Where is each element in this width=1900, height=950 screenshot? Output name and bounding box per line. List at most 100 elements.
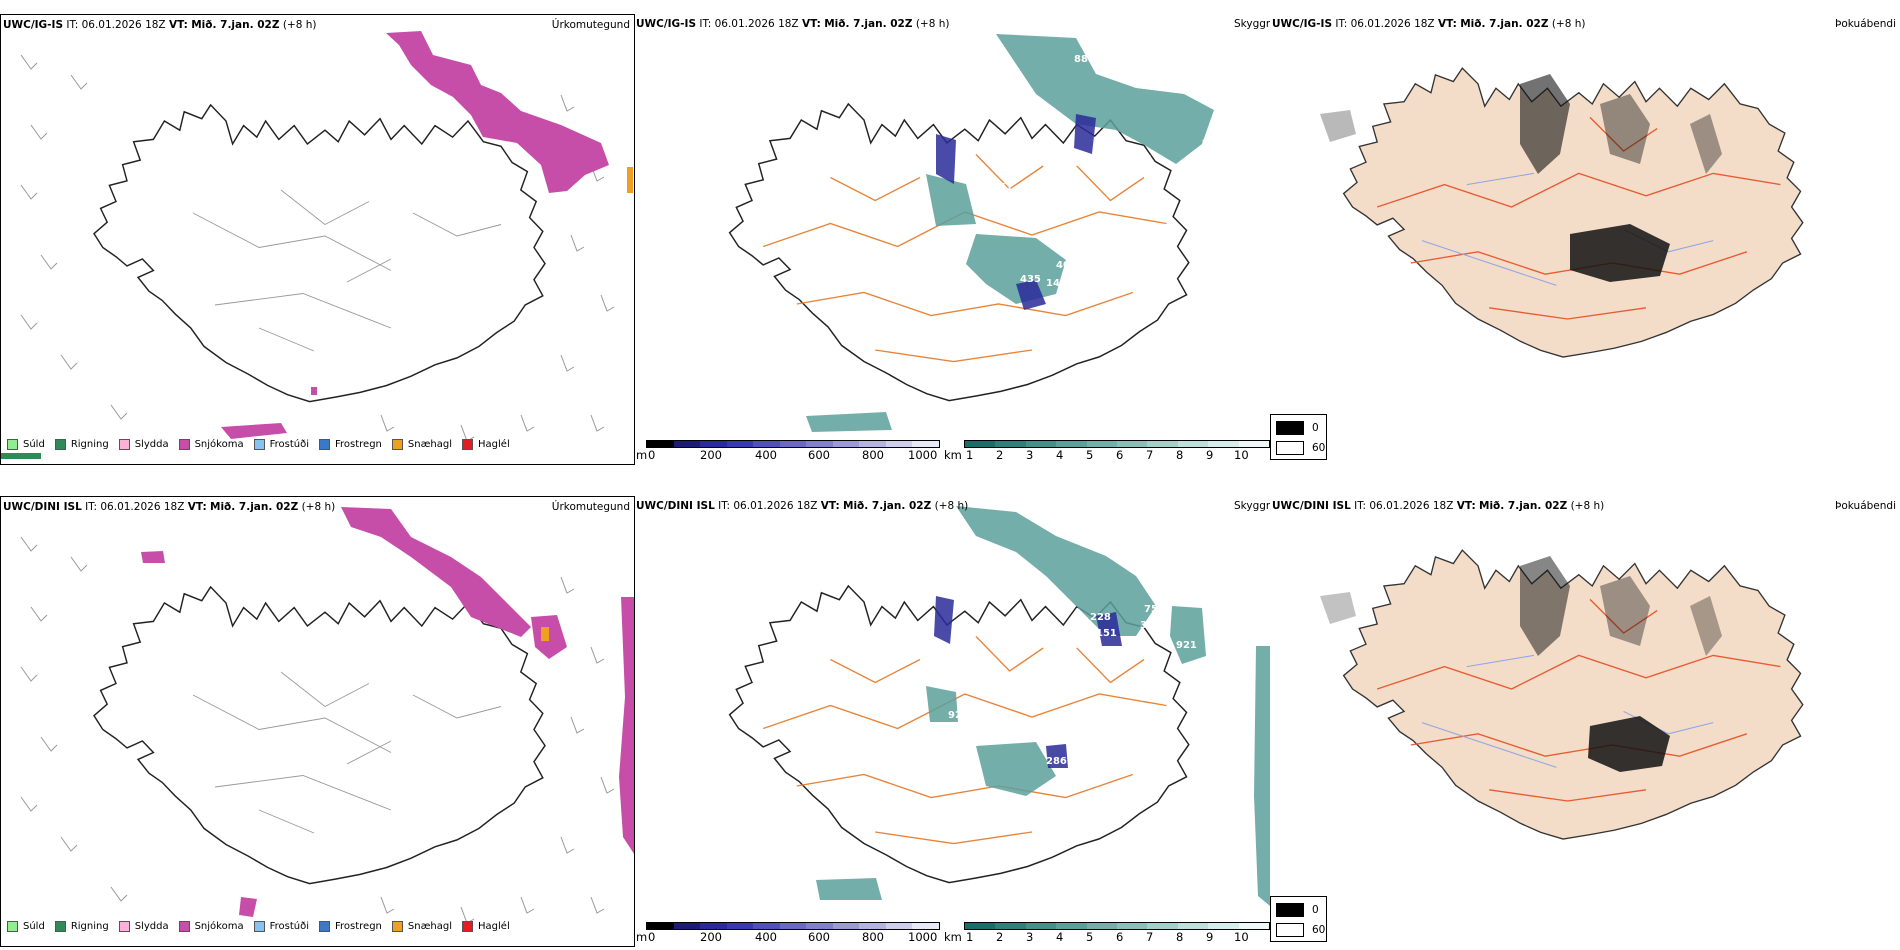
legend-item: Snjókoma — [178, 921, 244, 932]
colorbar-cell — [1056, 923, 1087, 929]
colorbar-cell — [1086, 441, 1118, 447]
legend-swatch — [178, 439, 190, 450]
iceland-outline — [93, 586, 546, 885]
colorbar-cell — [965, 923, 996, 929]
visibility-tick: 8 — [1176, 448, 1184, 462]
cloud-map-row1: 886 987 44 161 156 400 292 435 141 181 1… — [728, 34, 1223, 432]
iceland-outline — [728, 585, 1190, 884]
vis-label: 292 — [1118, 264, 1139, 275]
vis-label: 921 — [1176, 640, 1197, 651]
cloud-base-colorbar-row2: m 0 200 400 600 800 1000 — [636, 920, 956, 946]
colorbar-cell — [995, 923, 1026, 929]
visibility-strip — [964, 440, 1270, 448]
vis-label: 854 — [1152, 592, 1173, 603]
visibility-tick: 2 — [996, 930, 1004, 944]
vis-label: 29 — [1068, 740, 1082, 751]
visibility-tick: 2 — [996, 448, 1004, 462]
cloud-base-colorbar-row1: m 0 200 400 600 800 1000 — [636, 438, 956, 464]
panel-header-row2-b: UWC/DINI ISL IT: 06.01.2026 18Z VT: Mið.… — [636, 500, 969, 512]
visibility-tick: 9 — [1206, 448, 1214, 462]
vis-label: 886 — [1074, 54, 1095, 65]
visibility-tick: 5 — [1086, 448, 1094, 462]
visibility-tick: 9 — [1206, 930, 1214, 944]
legend-swatch — [54, 921, 66, 932]
vis-label: 286 — [1046, 756, 1067, 767]
colorbar-cell — [647, 441, 674, 447]
visibility-tick: 3 — [1026, 448, 1034, 462]
legend-item: Snjókoma — [178, 439, 244, 450]
cloud-panel-row2: 854 758 228 151 365 921 92 176 29 286 28… — [636, 496, 1270, 947]
legend-item: Súld — [7, 439, 45, 450]
legend-swatch — [7, 439, 18, 450]
fog-swatch — [1276, 421, 1304, 435]
visibility-areas — [806, 34, 1214, 432]
legend-swatch — [462, 921, 474, 932]
colorbar-cell — [726, 441, 754, 447]
colorbar-cell — [912, 923, 940, 929]
fog-legend-row2: 0 60 — [1270, 896, 1327, 942]
colorbar-cell — [859, 923, 886, 929]
colorbar-cell — [806, 923, 833, 929]
visibility-colorbar-row2: km 1 2 3 4 5 6 7 8 9 10 — [944, 920, 1270, 946]
visibility-unit: km — [944, 930, 962, 944]
cloud-base-tick: 800 — [862, 448, 884, 462]
vis-label: 44 — [1138, 154, 1152, 165]
visibility-strip — [964, 922, 1270, 930]
snow-areas — [141, 507, 634, 917]
cloud-base-areas — [936, 114, 1096, 310]
legend-swatch — [7, 921, 18, 932]
colorbar-cell — [753, 441, 780, 447]
fog-legend-item: 60 — [1276, 923, 1325, 937]
colorbar-cell — [965, 441, 996, 447]
fog-title-row2: Þokuábendi — [1835, 500, 1896, 512]
visibility-unit: km — [944, 448, 962, 462]
vis-label: 987 — [1202, 138, 1223, 149]
legend-item: Frostregn — [319, 439, 382, 450]
cloud-base-strip — [646, 440, 940, 448]
clouds-title-row2: Skyggni — [1234, 500, 1270, 512]
fog-swatch — [1276, 903, 1304, 917]
colorbar-cell — [1147, 441, 1178, 447]
visibility-tick: 8 — [1176, 930, 1184, 944]
cloud-base-unit: m — [636, 930, 648, 944]
legend-swatch — [118, 921, 130, 932]
legend-item: Snæhagl — [391, 921, 452, 932]
colorbar-cell — [779, 441, 807, 447]
colorbar-cell — [673, 441, 701, 447]
colorbar-cell — [1086, 923, 1118, 929]
colorbar-cell — [885, 441, 913, 447]
legend-swatch — [54, 439, 66, 450]
fog-map-row1 — [1320, 67, 1804, 358]
colorbar-cell — [647, 923, 674, 929]
visibility-tick: 7 — [1146, 930, 1154, 944]
fog-legend-row1: 0 60 — [1270, 414, 1327, 460]
colorbar-cell — [700, 441, 727, 447]
legend-item: Haglél — [462, 921, 510, 932]
panel-header-row2-a: UWC/DINI ISL IT: 06.01.2026 18Z VT: Mið.… — [3, 501, 336, 513]
precip-map-row2 — [20, 507, 634, 924]
cloud-base-tick: 400 — [755, 930, 777, 944]
vis-label: 400 — [1056, 260, 1077, 271]
vis-label: 161 — [992, 182, 1013, 193]
legend-swatch — [319, 921, 330, 932]
colorbar-cell — [1025, 923, 1057, 929]
precip-panel-row1: UWC/IG-IS IT: 06.01.2026 18Z VT: Mið. 7.… — [0, 14, 635, 465]
visibility-tick: 5 — [1086, 930, 1094, 944]
legend-item: Slydda — [118, 921, 169, 932]
vis-label: 116 — [936, 882, 957, 893]
legend-item: Slydda — [118, 439, 169, 450]
snow-areas — [221, 31, 609, 439]
vis-label: 141 — [1046, 278, 1067, 289]
legend-swatch — [462, 439, 474, 450]
precip-legend-row1: Súld Rigning Slydda Snjókoma Frostúði Fr… — [7, 439, 520, 450]
precip-title-row2: Úrkomutegund — [551, 501, 630, 513]
panel-header-row1-b: UWC/IG-IS IT: 06.01.2026 18Z VT: Mið. 7.… — [636, 18, 950, 30]
cloud-map-row2: 854 758 228 151 365 921 92 176 29 286 28… — [728, 506, 1270, 906]
colorbar-cell — [1177, 441, 1209, 447]
colorbar-cell — [859, 441, 886, 447]
cloud-base-tick: 0 — [648, 448, 656, 462]
fog-legend-item: 0 — [1276, 421, 1319, 435]
colorbar-cell — [753, 923, 780, 929]
visibility-tick: 4 — [1056, 930, 1064, 944]
fog-areas — [1320, 74, 1722, 282]
